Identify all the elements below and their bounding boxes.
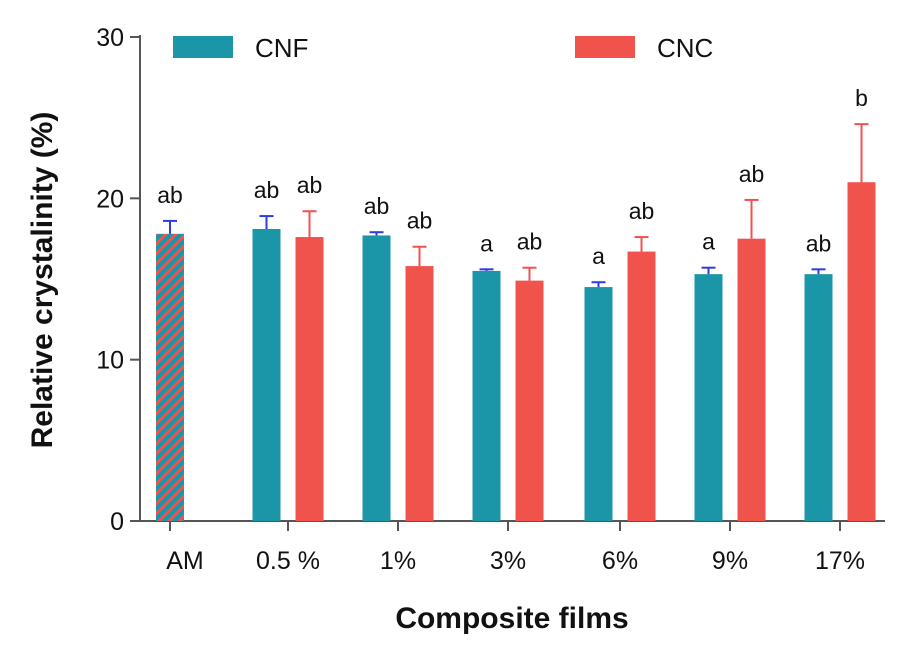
y-tick-label: 0 xyxy=(110,508,124,536)
bar-am xyxy=(156,233,184,521)
y-tick-label: 30 xyxy=(96,24,124,52)
bar-cnf xyxy=(694,274,723,521)
y-tick-label: 10 xyxy=(96,347,124,375)
bar-cnf xyxy=(472,270,501,521)
significance-label: a xyxy=(480,230,493,256)
legend-swatch-cnc xyxy=(575,36,635,58)
significance-label: ab xyxy=(297,172,323,198)
significance-label: ab xyxy=(739,161,765,187)
bar-cnc xyxy=(405,266,434,521)
x-tick-label: 1% xyxy=(380,547,416,575)
x-tick-label: 17% xyxy=(815,547,865,575)
legend: CNF CNC xyxy=(173,33,713,63)
bar-cnf xyxy=(584,287,613,521)
bar-cnf xyxy=(362,235,391,521)
significance-label: ab xyxy=(364,193,390,219)
significance-label: b xyxy=(855,85,868,111)
bar-cnf xyxy=(804,274,833,521)
significance-label: ab xyxy=(157,182,183,208)
significance-label: ab xyxy=(407,208,433,234)
significance-label: a xyxy=(702,229,715,255)
legend-swatch-cnf xyxy=(173,36,233,58)
y-axis-title: Relative crystalinity (%) xyxy=(26,112,59,449)
significance-label: ab xyxy=(629,198,655,224)
x-tick-label: AM xyxy=(166,547,204,575)
bar-cnc xyxy=(847,182,876,521)
x-tick-label: 9% xyxy=(712,547,748,575)
bar-cnc xyxy=(737,238,766,521)
significance-label: ab xyxy=(517,229,543,255)
legend-label-cnc: CNC xyxy=(657,33,713,63)
bar-cnc xyxy=(295,237,324,521)
bar-cnf xyxy=(252,228,281,521)
significance-label: ab xyxy=(806,230,832,256)
x-tick-label: 0.5 % xyxy=(256,547,320,575)
x-tick-label: 3% xyxy=(490,547,526,575)
y-tick-label: 20 xyxy=(96,185,124,213)
x-tick-label: 6% xyxy=(602,547,638,575)
axes-layer: 0 10 20 30 AM 0.5 % 1% 3% 6% 9% 17% xyxy=(96,24,885,575)
bar-cnc xyxy=(515,280,544,521)
bar-cnc xyxy=(627,251,656,521)
significance-label: ab xyxy=(254,177,280,203)
legend-label-cnf: CNF xyxy=(255,33,308,63)
significance-label: a xyxy=(592,243,605,269)
bars-layer xyxy=(156,123,876,521)
x-axis-title: Composite films xyxy=(395,602,628,635)
